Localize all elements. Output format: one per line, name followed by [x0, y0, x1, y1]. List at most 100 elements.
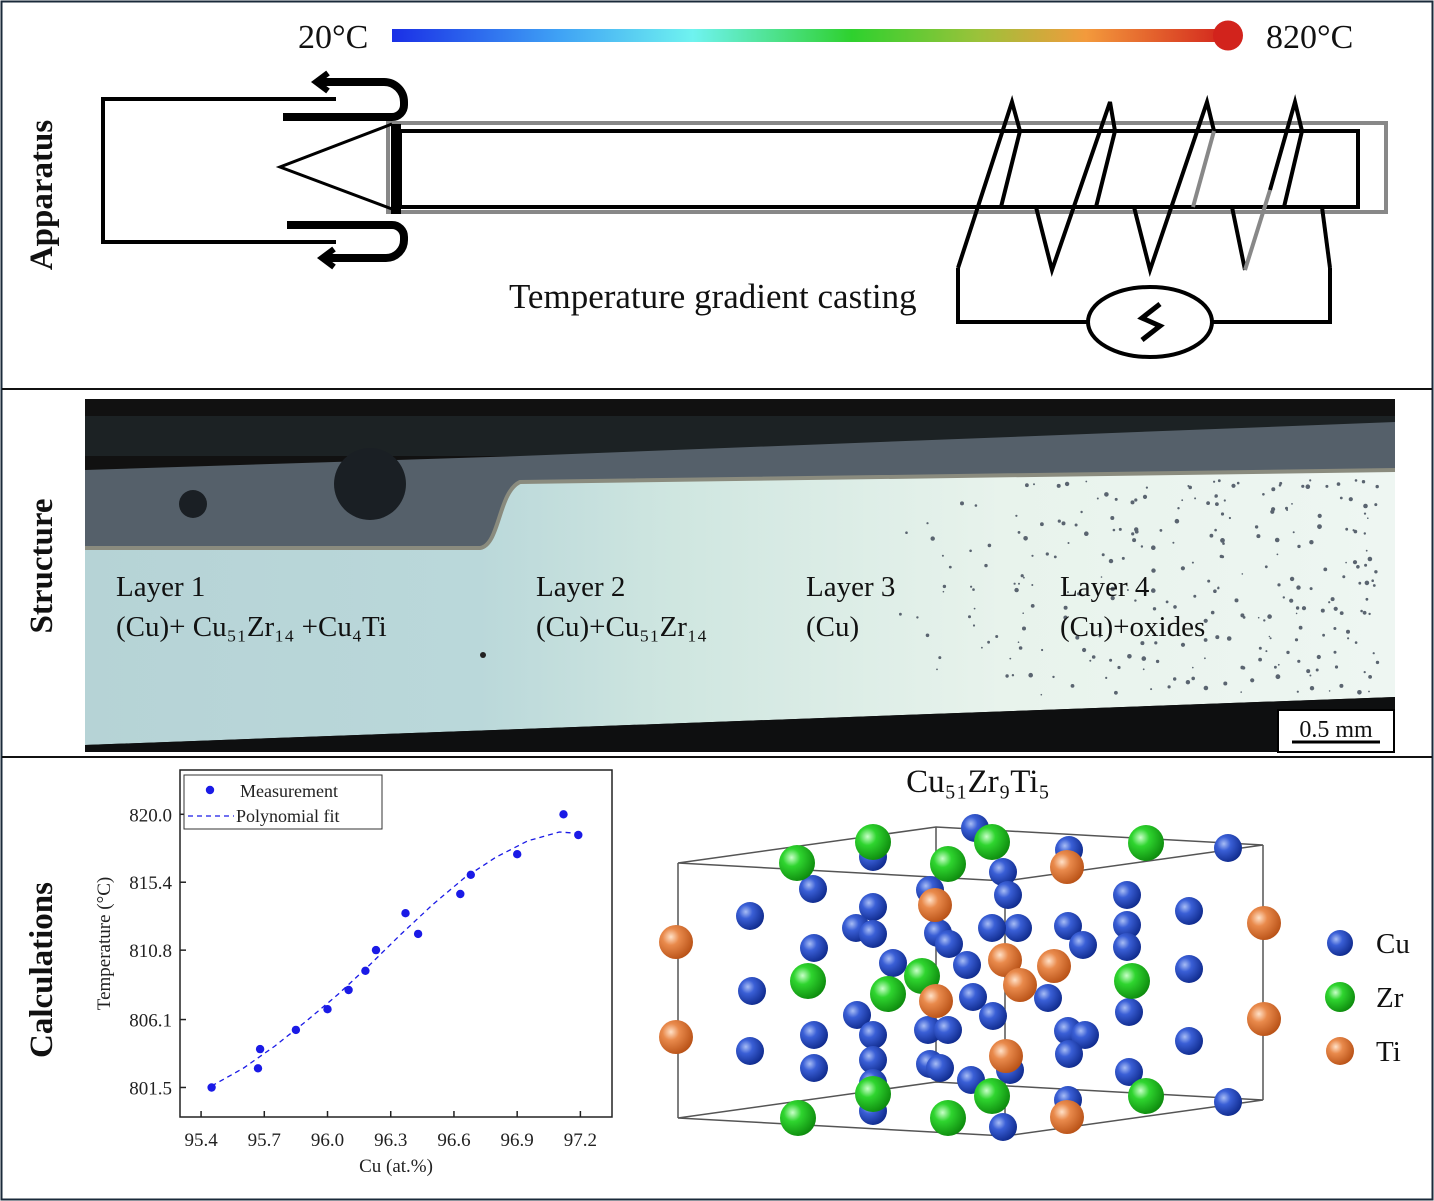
- zr-atom: [780, 1100, 816, 1136]
- cu-atom: [1055, 1040, 1083, 1068]
- oxide-speckle: [1075, 635, 1080, 640]
- oxide-speckle: [1231, 483, 1236, 488]
- cu-atom: [843, 1001, 871, 1029]
- sample-metal: [85, 470, 1395, 745]
- oxide-speckle: [1018, 582, 1020, 585]
- oxide-speckle: [1210, 610, 1215, 615]
- oxide-speckle: [1022, 612, 1024, 614]
- pore-1: [179, 490, 207, 518]
- oxide-speckle: [973, 607, 976, 610]
- oxide-speckle: [1015, 514, 1018, 517]
- cu-atom: [1069, 931, 1097, 959]
- cu-atom: [1175, 1027, 1203, 1055]
- data-point: [323, 1005, 332, 1014]
- data-point: [291, 1025, 301, 1035]
- oxide-speckle: [1134, 498, 1138, 502]
- oxide-speckle: [1223, 681, 1228, 686]
- oxide-speckle: [1022, 626, 1026, 631]
- oxide-speckle: [1151, 545, 1156, 550]
- ti-atom: [1037, 949, 1071, 983]
- oxide-speckle: [1352, 529, 1355, 532]
- oxide-speckle: [1289, 598, 1294, 603]
- oxide-speckle: [1356, 565, 1360, 569]
- oxide-speckle: [1291, 503, 1293, 505]
- x-tick-label: 96.0: [311, 1130, 344, 1151]
- oxide-speckle: [1057, 519, 1061, 523]
- legend-zr-label: Zr: [1376, 982, 1404, 1014]
- layer-label-2: Layer 2 (Cu)+Cu₅₁Zr₁₄: [536, 571, 707, 643]
- oxide-speckle: [1296, 585, 1301, 590]
- oxide-speckle: [1354, 479, 1358, 482]
- layer-2-phase: (Cu)+Cu₅₁Zr₁₄: [536, 611, 707, 643]
- zr-atom: [974, 1078, 1010, 1114]
- oxide-speckle: [1173, 677, 1177, 681]
- oxide-speckle: [1295, 612, 1298, 615]
- oxide-speckle: [1289, 576, 1295, 582]
- oxide-speckle: [1309, 674, 1312, 677]
- oxide-speckle: [1017, 531, 1021, 534]
- cu-atom: [738, 977, 766, 1005]
- zr-atom: [790, 963, 826, 999]
- oxide-speckle: [1096, 497, 1099, 500]
- oxide-speckle: [1028, 672, 1033, 678]
- colorbar-max-label: 820°C: [1266, 19, 1353, 56]
- oxide-speckle: [1013, 582, 1016, 585]
- oxide-speckle: [1297, 659, 1301, 663]
- power-circuit: [956, 268, 1332, 359]
- x-axis-label: Cu (at.%): [359, 1156, 433, 1177]
- oxide-speckle: [1114, 497, 1118, 501]
- oxide-speckle: [1301, 606, 1307, 611]
- sample-lower-band: [85, 697, 1395, 752]
- oxide-speckle: [960, 501, 964, 506]
- x-tick-label: 95.7: [248, 1130, 281, 1151]
- sample-edge: [85, 468, 1396, 550]
- apparatus-panel: 20°C 820°C: [101, 19, 1388, 359]
- oxide-speckle: [1209, 533, 1214, 538]
- oxide-speckle: [1372, 652, 1375, 655]
- legend-ti-swatch: [1326, 1037, 1354, 1065]
- data-point: [413, 929, 423, 939]
- oxide-speckle: [1110, 586, 1115, 592]
- oxide-speckle: [1226, 636, 1232, 641]
- oxide-speckle: [1348, 497, 1353, 502]
- oxide-speckle: [981, 646, 983, 649]
- oxide-speckle: [1109, 658, 1113, 662]
- legend-ti-label: Ti: [1376, 1036, 1401, 1068]
- oxide-speckle: [1141, 656, 1147, 661]
- zr-atom: [855, 1076, 891, 1112]
- layer-4-title: Layer 4: [1060, 571, 1150, 603]
- oxide-speckle: [1017, 641, 1020, 643]
- chart-legend: Measurement Polynomial fit: [183, 774, 383, 830]
- layer-3-title: Layer 3: [806, 571, 895, 603]
- y-axis-label: Temperature (°C): [94, 877, 115, 1010]
- cu-atom: [736, 1037, 764, 1065]
- cu-atom: [1115, 998, 1143, 1026]
- oxide-speckle: [1126, 589, 1129, 591]
- data-point: [559, 810, 568, 819]
- oxide-speckle: [972, 624, 976, 627]
- oxide-speckle: [1130, 500, 1135, 505]
- oxide-speckle: [1258, 657, 1262, 662]
- oxide-speckle: [1268, 635, 1271, 638]
- oxide-speckle: [1104, 492, 1109, 497]
- x-tick-label: 95.4: [184, 1130, 218, 1151]
- x-tick-label: 96.3: [374, 1130, 407, 1151]
- oxide-speckle: [1070, 684, 1075, 688]
- oxide-speckle: [899, 612, 902, 616]
- x-tick-label: 97.2: [564, 1130, 597, 1151]
- oxide-speckle: [1053, 555, 1057, 559]
- oxide-speckle: [1367, 517, 1369, 519]
- oxide-speckle: [1214, 528, 1217, 532]
- legend-label-measurement: Measurement: [240, 781, 338, 801]
- oxide-speckle: [1177, 507, 1180, 510]
- cone-nozzle: [275, 122, 393, 211]
- cu-atom: [978, 914, 1006, 942]
- data-point: [466, 870, 475, 879]
- oxide-speckle: [1185, 680, 1191, 685]
- cu-atom: [1113, 911, 1141, 939]
- oxide-speckle: [1207, 579, 1211, 583]
- oxide-speckle: [1089, 659, 1092, 662]
- section-label-apparatus: Apparatus: [24, 120, 60, 271]
- layer-3-phase: (Cu): [806, 611, 859, 643]
